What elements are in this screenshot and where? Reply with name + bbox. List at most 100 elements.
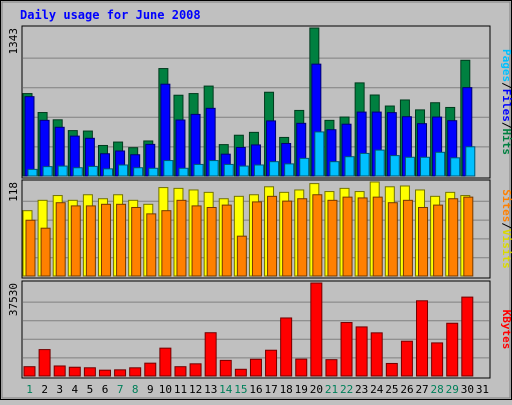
bar-pages-day-3: [57, 165, 68, 177]
bar-kbytes-day-1: [23, 366, 36, 377]
bar-sites-day-21: [327, 199, 338, 277]
bar-sites-day-16: [251, 201, 262, 277]
x-tick-label-day-14: 14: [219, 383, 233, 396]
bar-kbytes-day-28: [431, 342, 444, 377]
bar-files-day-11: [175, 119, 186, 177]
bar-pages-day-1: [27, 168, 38, 177]
right-legend-part: /: [500, 222, 512, 229]
x-tick-label-day-28: 28: [431, 383, 444, 396]
bar-sites-day-30: [463, 196, 474, 277]
bar-kbytes-day-18: [280, 317, 293, 377]
x-tick-label-day-6: 6: [102, 383, 109, 396]
bar-pages-day-19: [299, 157, 310, 177]
right-legend-part: Pages: [500, 49, 512, 82]
bar-pages-day-11: [178, 167, 189, 177]
bar-kbytes-day-17: [265, 349, 278, 377]
right-legend-hits-files-pages: Pages/Files/Hits: [500, 49, 512, 155]
bar-kbytes-day-24: [370, 332, 383, 377]
bar-sites-day-8: [131, 206, 142, 277]
bar-sites-day-13: [206, 206, 217, 277]
x-tick-label-day-11: 11: [174, 383, 187, 396]
x-tick-label-day-21: 21: [325, 383, 338, 396]
inner-frame: [1, 1, 511, 399]
x-tick-label-day-31: 31: [476, 383, 489, 396]
bar-sites-day-12: [191, 205, 202, 277]
bar-kbytes-day-7: [114, 369, 127, 377]
bar-sites-day-29: [448, 198, 459, 277]
bar-pages-day-7: [118, 164, 129, 177]
bar-sites-day-24: [372, 196, 383, 277]
bar-sites-day-22: [342, 196, 353, 277]
x-tick-label-day-12: 12: [189, 383, 202, 396]
x-tick-label-day-26: 26: [400, 383, 413, 396]
bar-sites-day-23: [357, 197, 368, 277]
bar-kbytes-day-6: [98, 369, 111, 377]
bar-sites-day-19: [297, 198, 308, 277]
x-tick-label-day-16: 16: [249, 383, 262, 396]
x-tick-label-day-17: 17: [264, 383, 277, 396]
bar-pages-day-14: [223, 163, 234, 177]
bar-sites-day-26: [402, 199, 413, 277]
bar-kbytes-day-3: [53, 365, 66, 377]
bar-pages-day-15: [238, 165, 249, 177]
x-tick-label-day-20: 20: [310, 383, 323, 396]
bar-sites-day-27: [418, 206, 429, 277]
right-legend-part: Visits: [500, 229, 512, 269]
bar-kbytes-day-11: [174, 366, 187, 377]
bar-pages-day-21: [329, 161, 340, 177]
x-tick-label-day-19: 19: [295, 383, 308, 396]
bar-kbytes-day-21: [325, 359, 338, 377]
bar-sites-day-20: [312, 194, 323, 277]
bar-pages-day-20: [314, 131, 325, 177]
bar-kbytes-day-19: [295, 358, 308, 377]
x-tick-label-day-5: 5: [87, 383, 94, 396]
bar-kbytes-day-16: [249, 358, 262, 377]
chart-title: Daily usage for June 2008: [20, 8, 201, 22]
bar-kbytes-day-2: [38, 349, 51, 377]
bar-kbytes-day-29: [446, 322, 459, 377]
x-tick-label-day-25: 25: [385, 383, 398, 396]
bar-pages-day-18: [284, 163, 295, 177]
bar-kbytes-day-15: [234, 368, 247, 377]
bar-kbytes-day-5: [83, 367, 96, 377]
bar-kbytes-day-30: [461, 296, 474, 377]
bar-kbytes-day-4: [68, 366, 81, 377]
bar-pages-day-8: [133, 167, 144, 177]
bar-kbytes-day-23: [355, 326, 368, 377]
bar-sites-day-3: [55, 202, 66, 277]
bar-sites-day-7: [116, 203, 127, 277]
bar-sites-day-2: [40, 227, 51, 277]
right-legend-part: KBytes: [500, 310, 512, 350]
bar-pages-day-23: [359, 152, 370, 177]
bar-sites-day-5: [85, 205, 96, 277]
bar-kbytes-day-26: [400, 340, 413, 377]
x-tick-label-day-30: 30: [461, 383, 474, 396]
y-max-label-kbytes: 37530: [7, 283, 20, 316]
bar-kbytes-day-25: [385, 362, 398, 377]
bar-pages-day-17: [269, 161, 280, 177]
x-tick-label-day-13: 13: [204, 383, 217, 396]
x-tick-label-day-2: 2: [41, 383, 48, 396]
bar-pages-day-30: [465, 146, 476, 177]
bar-kbytes-day-8: [129, 367, 142, 377]
bar-kbytes-day-14: [219, 359, 232, 377]
right-legend-part: Sites: [500, 189, 512, 222]
bar-kbytes-day-9: [144, 362, 157, 377]
x-tick-label-day-7: 7: [117, 383, 124, 396]
bar-pages-day-28: [435, 151, 446, 177]
right-legend-part: Hits: [500, 129, 512, 156]
bar-pages-day-12: [193, 163, 204, 177]
x-tick-label-day-1: 1: [26, 383, 33, 396]
y-max-label-visits-sites: 118: [7, 182, 20, 202]
x-tick-label-day-27: 27: [415, 383, 428, 396]
bar-pages-day-6: [102, 168, 113, 177]
y-max-label-hits-files-pages: 1343: [7, 28, 20, 55]
bar-pages-day-9: [148, 167, 159, 177]
bar-pages-day-24: [374, 149, 385, 177]
bar-pages-day-25: [389, 155, 400, 177]
x-tick-label-day-23: 23: [355, 383, 368, 396]
x-tick-label-day-8: 8: [132, 383, 139, 396]
right-legend-visits-sites: Sites/Visits: [500, 189, 512, 269]
